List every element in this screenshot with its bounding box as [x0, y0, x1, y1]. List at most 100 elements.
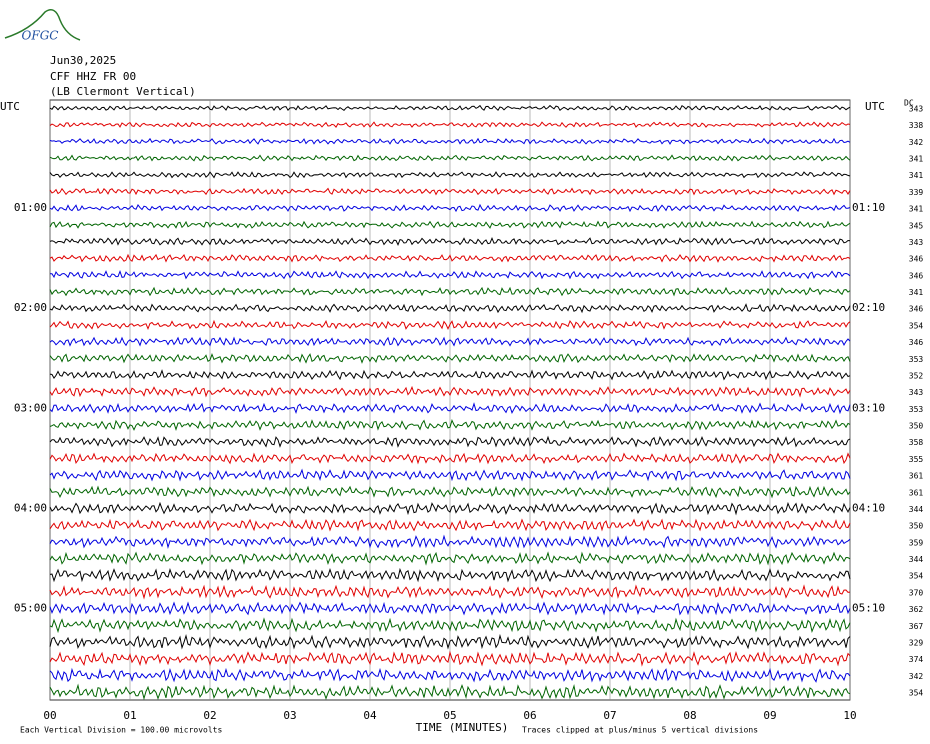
x-tick-label: 02	[203, 709, 216, 722]
trace	[49, 286, 851, 297]
right-label: UTC	[865, 100, 885, 113]
right-time: 04:10	[852, 501, 885, 514]
dc-value: 343	[909, 238, 924, 247]
date: Jun30,2025	[50, 54, 116, 67]
dc-value: 367	[909, 622, 924, 631]
x-tick-label: 06	[523, 709, 536, 722]
logo-mark	[4, 9, 81, 41]
trace	[49, 633, 851, 650]
trace	[49, 253, 851, 263]
trace	[50, 269, 851, 280]
trace	[49, 435, 851, 448]
station: CFF HHZ FR 00	[50, 70, 136, 83]
dc-value: 341	[909, 205, 924, 214]
dc-value: 346	[909, 255, 924, 264]
trace	[49, 220, 851, 229]
footer-left: Each Vertical Division = 100.00 microvol…	[20, 726, 222, 735]
dc-value: 352	[909, 371, 924, 380]
right-time: 01:10	[852, 201, 885, 214]
trace	[49, 187, 851, 196]
dc-value: 355	[909, 455, 924, 464]
x-tick-label: 00	[43, 709, 56, 722]
trace	[49, 203, 851, 213]
right-time: 05:10	[852, 602, 885, 615]
trace	[49, 650, 851, 667]
dc-value: 344	[909, 555, 924, 564]
trace	[49, 352, 851, 364]
x-title: TIME (MINUTES)	[416, 721, 509, 734]
dc-value: 341	[909, 171, 924, 180]
trace	[49, 369, 851, 381]
dc-value: 350	[909, 522, 924, 531]
trace	[49, 303, 851, 314]
trace	[49, 171, 851, 179]
dc-value: 353	[909, 355, 924, 364]
dc-value: 338	[909, 121, 924, 130]
dc-label: DC	[904, 99, 914, 108]
x-tick-label: 07	[603, 709, 616, 722]
x-tick-label: 01	[123, 709, 136, 722]
dc-value: 358	[909, 438, 924, 447]
dc-value: 346	[909, 338, 924, 347]
left-label: UTC	[0, 100, 20, 113]
trace	[49, 418, 851, 432]
left-time: 02:00	[14, 301, 47, 314]
right-time: 03:10	[852, 401, 885, 414]
trace	[49, 584, 851, 600]
trace	[49, 667, 851, 683]
x-tick-label: 10	[843, 709, 856, 722]
trace	[49, 501, 851, 516]
dc-value: 374	[909, 655, 924, 664]
left-time: 03:00	[14, 401, 47, 414]
dc-value: 350	[909, 422, 924, 431]
trace	[49, 534, 851, 549]
trace	[49, 402, 851, 415]
dc-value: 370	[909, 588, 924, 597]
x-tick-label: 09	[763, 709, 776, 722]
traces: 00 01 02 03 04 05 06 07 08 09 10 343 338 342 341 341 339…	[14, 100, 924, 722]
dc-value: 329	[909, 638, 924, 647]
dc-value: 339	[909, 188, 924, 197]
dc-value: 353	[909, 405, 924, 414]
x-tick-label: 04	[363, 709, 377, 722]
dc-value: 341	[909, 155, 924, 164]
dc-value: 342	[909, 138, 924, 147]
dc-value: 346	[909, 305, 924, 314]
dc-value: 359	[909, 538, 924, 547]
x-tick-label: 05	[443, 709, 456, 722]
dc-value: 346	[909, 271, 924, 280]
trace	[49, 617, 851, 634]
trace	[49, 319, 851, 331]
x-tick-label: 03	[283, 709, 296, 722]
dc-value: 362	[909, 605, 924, 614]
trace	[49, 567, 851, 583]
trace	[49, 468, 851, 482]
dc-value: 361	[909, 472, 924, 481]
left-time: 04:00	[14, 501, 47, 514]
trace	[49, 121, 851, 128]
trace	[49, 485, 851, 499]
trace	[49, 154, 851, 162]
dc-value: 354	[909, 689, 924, 698]
trace	[49, 452, 851, 465]
dc-value: 345	[909, 221, 924, 230]
trace	[49, 336, 851, 347]
dc-value: 343	[909, 105, 924, 114]
trace	[49, 683, 851, 701]
trace	[49, 385, 851, 398]
trace	[49, 104, 851, 112]
trace	[49, 236, 851, 246]
dc-value: 361	[909, 488, 924, 497]
dc-value: 354	[909, 321, 924, 330]
dc-value: 354	[909, 572, 924, 581]
x-tick-label: 08	[683, 709, 696, 722]
dc-value: 343	[909, 388, 924, 397]
dc-value: 344	[909, 505, 924, 514]
trace	[49, 601, 851, 616]
trace	[49, 137, 851, 145]
logo: OFGC	[22, 29, 59, 43]
location: (LB Clermont Vertical)	[50, 85, 196, 98]
footer-right: Traces clipped at plus/minus 5 vertical …	[522, 726, 758, 735]
trace	[49, 551, 851, 566]
